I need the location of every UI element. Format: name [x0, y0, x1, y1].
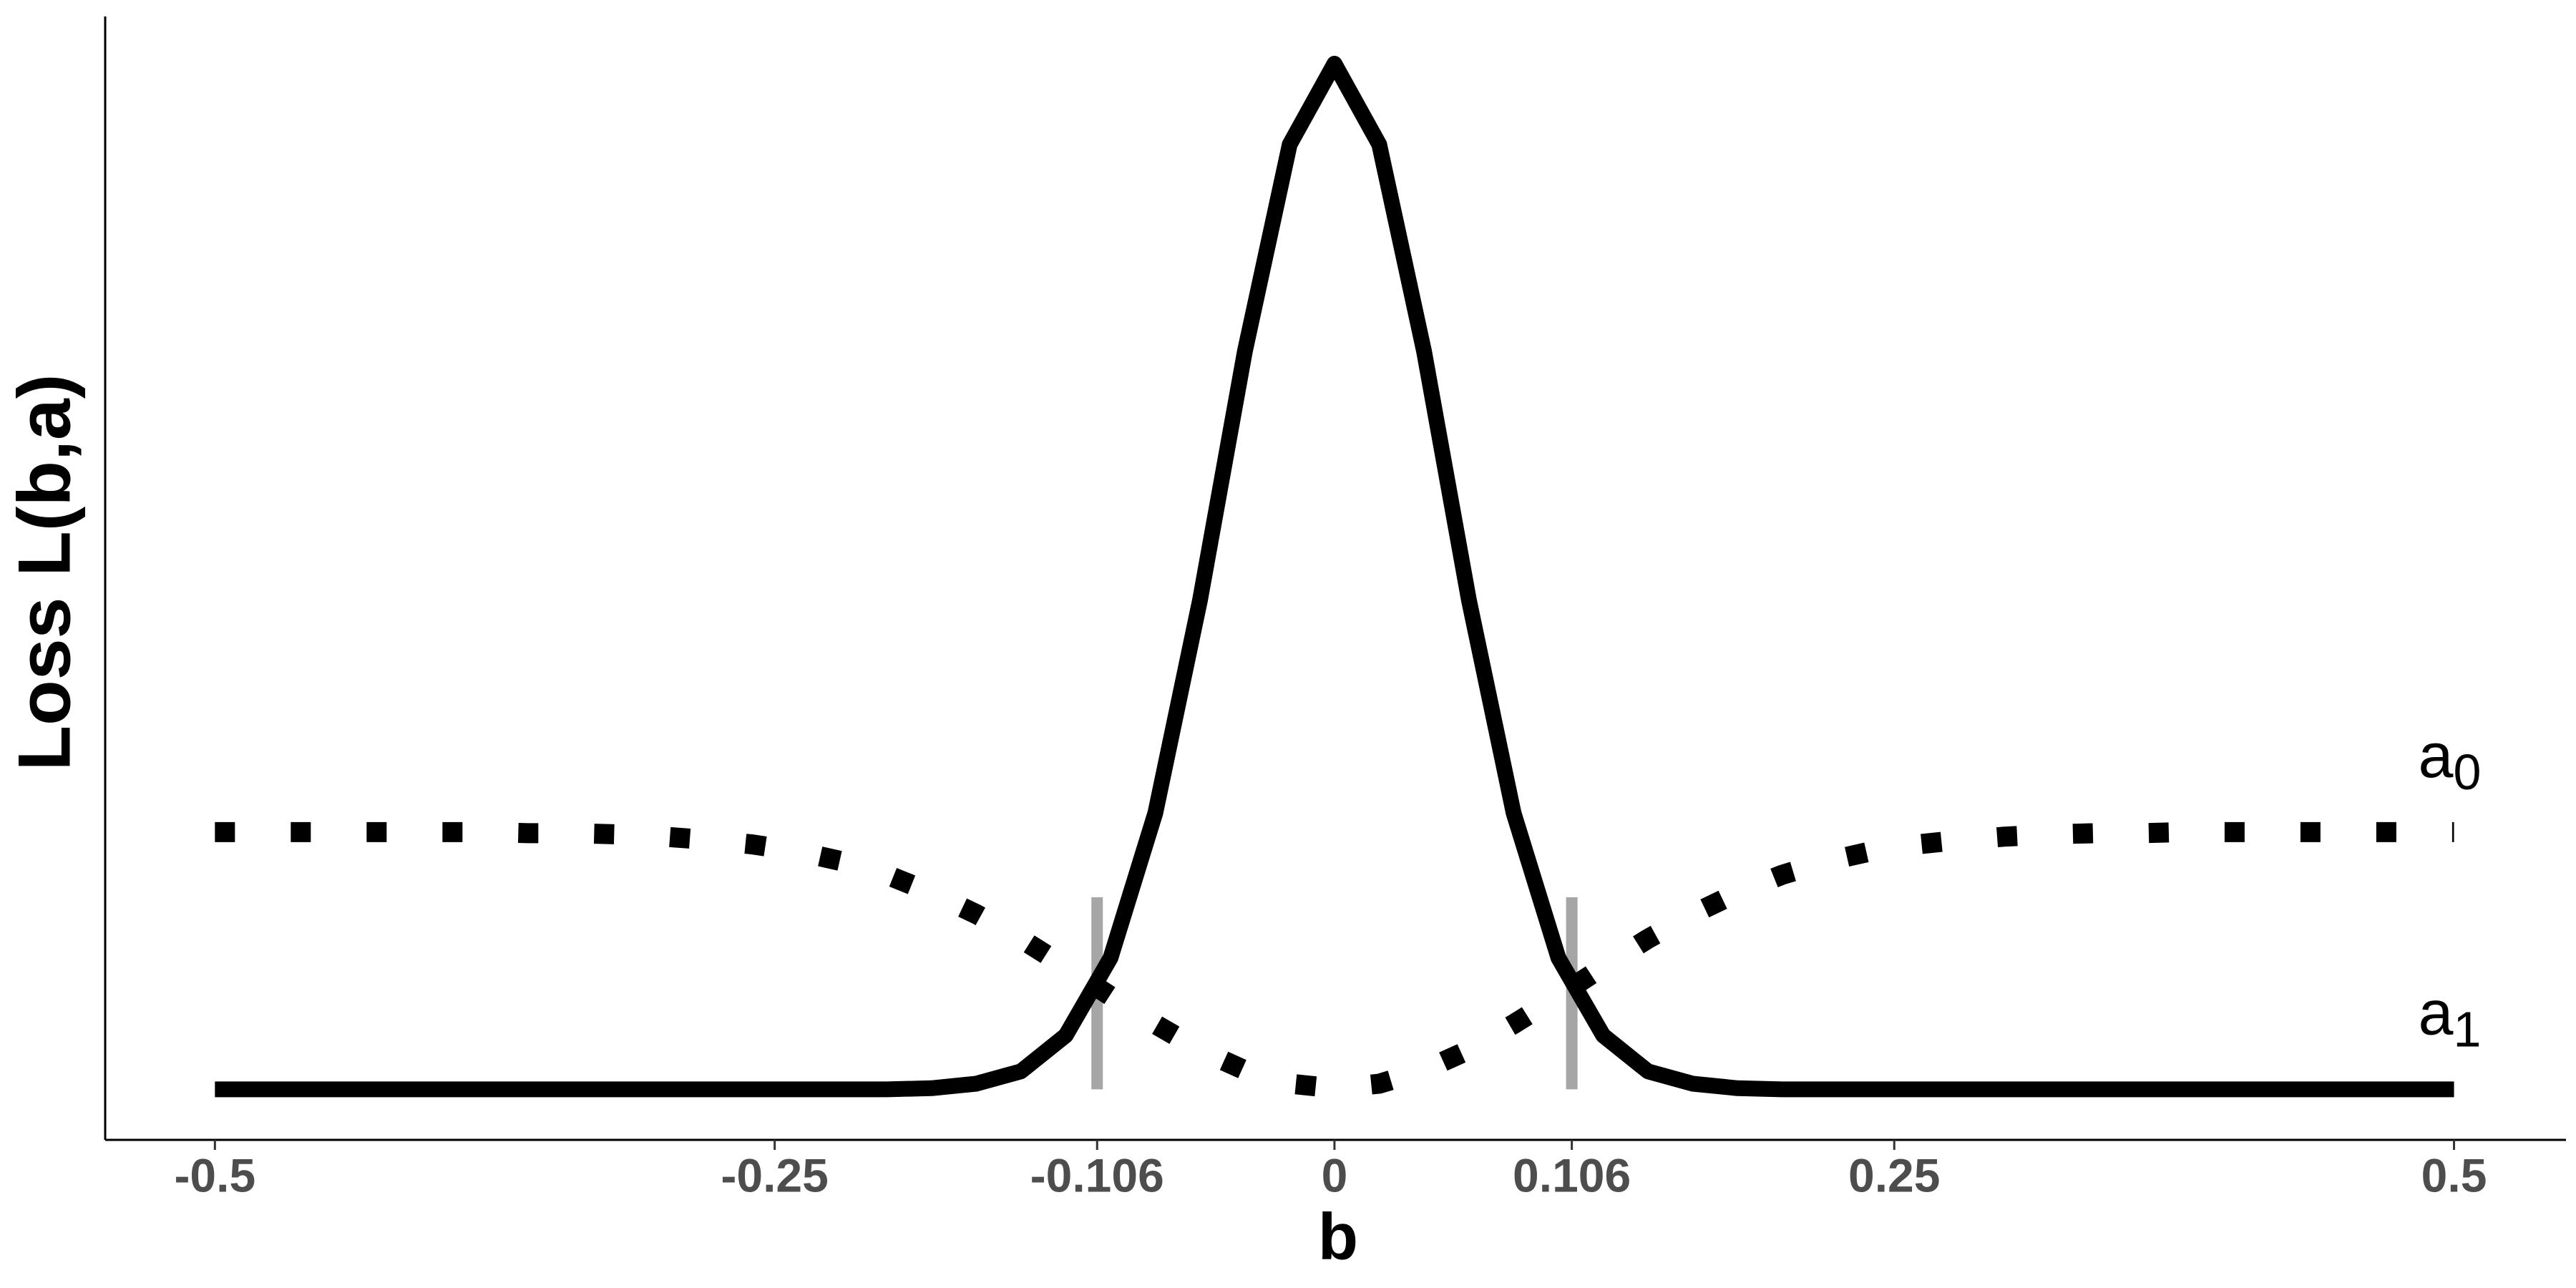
solid-line: [215, 55, 2454, 1098]
dotted-line: [215, 821, 2454, 1098]
x-tick-label: -0.106: [1030, 1148, 1164, 1201]
series-label-base: a: [2419, 720, 2454, 791]
series-label: a0: [2419, 720, 2482, 800]
x-axis-title: b: [1318, 1200, 1358, 1273]
series-label-sub: 1: [2453, 1002, 2481, 1058]
x-tick-label: 0.106: [1513, 1148, 1631, 1201]
x-tick-label: 0.5: [2421, 1148, 2487, 1201]
series-label-base: a: [2419, 977, 2454, 1048]
x-tick-label: -0.5: [174, 1148, 255, 1201]
series-label: a1: [2419, 977, 2482, 1058]
series-label-sub: 0: [2453, 744, 2481, 800]
x-tick-label: 0: [1322, 1148, 1348, 1201]
x-tick-label: -0.25: [721, 1148, 828, 1201]
x-tick-label: 0.25: [1848, 1148, 1940, 1201]
y-axis-title: Loss L(b,a): [3, 374, 86, 771]
